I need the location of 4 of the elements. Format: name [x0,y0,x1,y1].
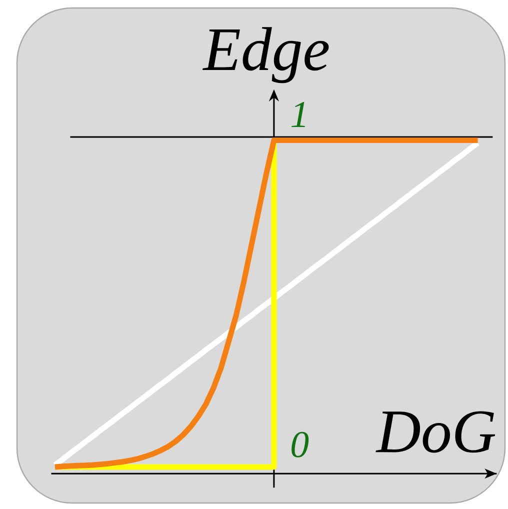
y-axis-title: Edge [202,27,329,84]
y-tick-label: 0 [292,432,309,458]
x-axis-title: DoG [376,411,496,453]
y-tick-label: 1 [291,102,306,127]
